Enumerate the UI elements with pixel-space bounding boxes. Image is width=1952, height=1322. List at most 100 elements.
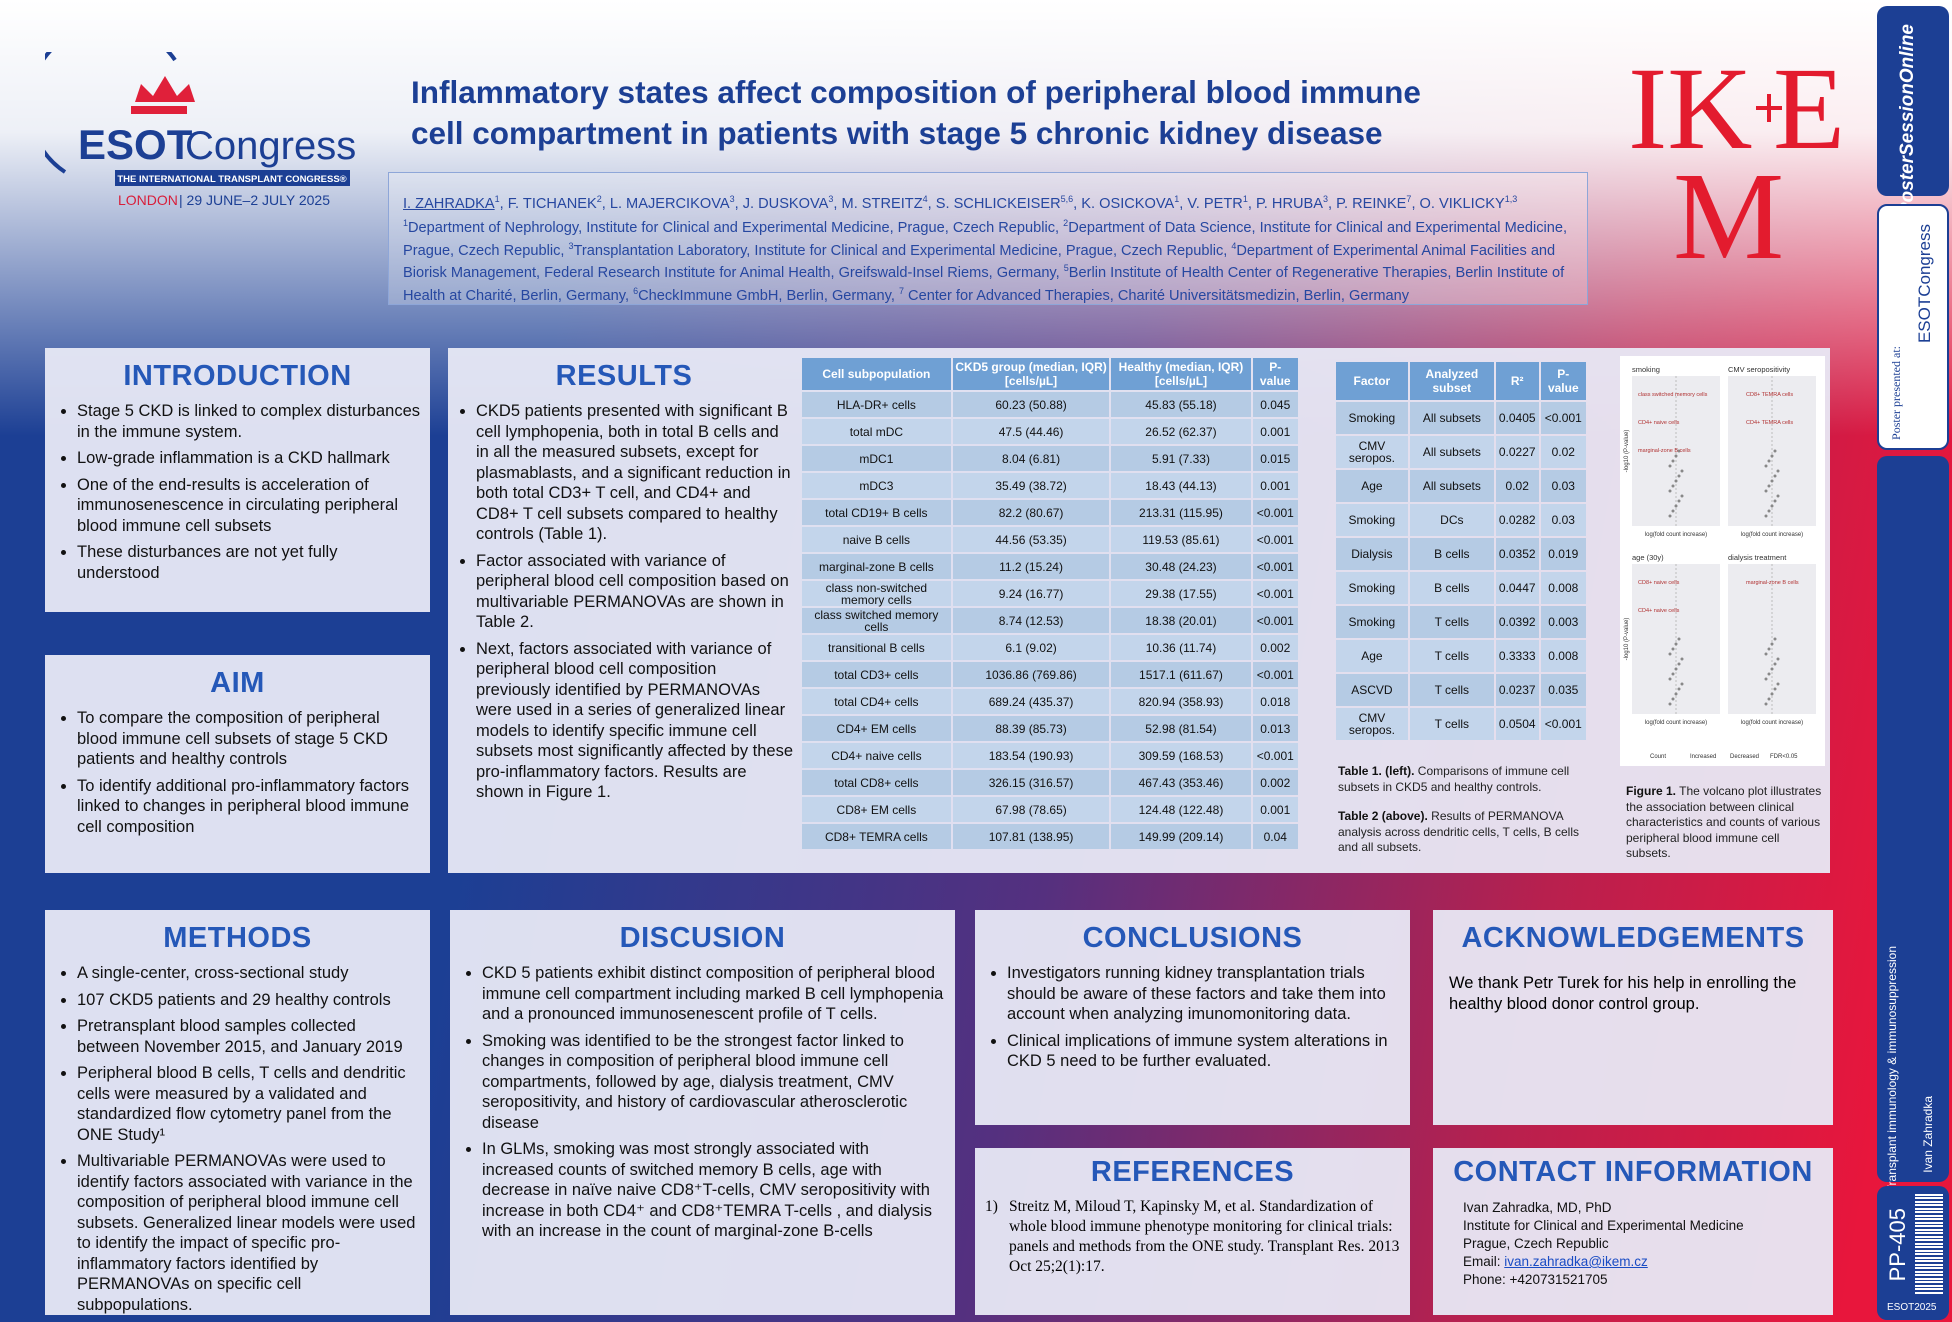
table-cell: 0.04 — [1252, 824, 1298, 849]
table-row: CMV seropos. All subsets 0.0227 0.02 — [1336, 436, 1586, 468]
ikem-ik: IK — [1628, 48, 1753, 174]
affiliation: Department of Nephrology, Institute for … — [408, 220, 1064, 237]
table-cell: total mDC — [802, 419, 951, 444]
table-cell: T cells — [1409, 606, 1494, 638]
sidebar-pso-text: PosterSessionOnline — [1897, 24, 1918, 216]
table-cell: 0.03 — [1540, 504, 1586, 536]
author: M. STREITZ4 — [842, 194, 936, 212]
table-cell: 44.56 (53.35) — [952, 527, 1110, 552]
table-cell: All subsets — [1409, 402, 1494, 434]
author-sup: 7 — [1406, 194, 1412, 204]
table-cell: <0.001 — [1252, 554, 1298, 579]
table-cell: 0.045 — [1252, 392, 1298, 417]
point — [1677, 474, 1681, 478]
point-label: CD8+ naive cells — [1638, 580, 1680, 586]
table-cell: <0.001 — [1252, 527, 1298, 552]
caption-label: Table 2 (above). — [1338, 809, 1428, 823]
table-cell: <0.001 — [1252, 581, 1298, 606]
table-cell: 10.36 (11.74) — [1111, 635, 1251, 660]
caption-label: Figure 1. — [1626, 784, 1677, 798]
sidebar-code: PP-405 ESOT2025 — [1877, 1186, 1949, 1320]
acknowledgements-text: We thank Petr Turek for his help in enro… — [1449, 974, 1797, 1013]
table-row: HLA-DR+ cells 60.23 (50.88) 45.83 (55.18) 0… — [802, 392, 1298, 417]
table-row: total mDC 47.5 (44.46) 26.52 (62.37) 0.001 — [802, 419, 1298, 444]
point — [1680, 494, 1684, 498]
author: J. DUSKOVA3 — [743, 194, 842, 212]
point — [1671, 484, 1675, 488]
point — [1770, 642, 1774, 646]
table-cell: 149.99 (209.14) — [1111, 824, 1251, 849]
table-cell: 18.38 (20.01) — [1111, 608, 1251, 633]
logo-city: LONDON — [118, 192, 178, 208]
table-row: CD4+ EM cells 88.39 (85.73) 52.98 (81.54) 0… — [802, 716, 1298, 741]
sidebar-topic-text: Transplant immunology & immunosuppressio… — [1885, 946, 1899, 1193]
point — [1668, 702, 1672, 706]
email-label: Email: — [1463, 1254, 1505, 1269]
table-cell: CD8+ EM cells — [802, 797, 951, 822]
table-cell: DCs — [1409, 504, 1494, 536]
author: V. PETR1 — [1187, 194, 1256, 212]
table-cell: T cells — [1409, 640, 1494, 672]
affiliations: 1Department of Nephrology, Institute for… — [403, 215, 1573, 305]
point — [1773, 662, 1777, 666]
ikem-logo: IK E M — [1628, 48, 1845, 263]
caption-label: Table 1. (left). — [1338, 764, 1415, 778]
affiliation-sup: 6 — [633, 285, 639, 296]
section-title: CONCLUSIONS — [1082, 922, 1303, 954]
table-cell: 0.0504 — [1495, 708, 1539, 740]
table-row: total CD8+ cells 326.15 (316.57) 467.43 (3… — [802, 770, 1298, 795]
point — [1674, 479, 1678, 483]
table-cell: 8.04 (6.81) — [952, 446, 1110, 471]
table-1: Cell subpopulation CKD5 group (median, IQ… — [800, 356, 1300, 851]
ikem-plus-v — [1767, 94, 1771, 122]
table-cell: 183.54 (190.93) — [952, 743, 1110, 768]
authors-box: I. ZAHRADKA1F. TICHANEK2L. MAJERCIKOVA3J… — [388, 172, 1588, 305]
bullet: To identify additional pro-inflammatory … — [77, 776, 420, 838]
table-cell: CD4+ naive cells — [802, 743, 951, 768]
affiliation-sup: 5 — [1063, 263, 1069, 274]
bullet: 107 CKD5 patients and 29 healthy control… — [77, 990, 420, 1011]
table-cell: 52.98 (81.54) — [1111, 716, 1251, 741]
point — [1674, 667, 1678, 671]
bullet-list: Investigators running kidney transplanta… — [985, 963, 1400, 1072]
table-row: CD4+ naive cells 183.54 (190.93) 309.59 (1… — [802, 743, 1298, 768]
table-row: CD8+ TEMRA cells 107.81 (138.95) 149.99 (2… — [802, 824, 1298, 849]
point — [1671, 672, 1675, 676]
bullet: Factor associated with variance of perip… — [476, 551, 794, 633]
point — [1668, 514, 1672, 518]
table-cell: 0.002 — [1252, 770, 1298, 795]
section-title: INTRODUCTION — [123, 360, 352, 392]
plot-area — [1632, 564, 1720, 714]
table-cell: 18.43 (44.13) — [1111, 473, 1251, 498]
author-name: I. ZAHRADKA — [403, 195, 495, 212]
bullet: Low-grade inflammation is a CKD hallmark — [77, 448, 420, 469]
contact-panel: CONTACT INFORMATION Ivan Zahradka, MD, P… — [1433, 1148, 1833, 1315]
point — [1764, 514, 1768, 518]
table-row: Smoking B cells 0.0447 0.008 — [1336, 572, 1586, 604]
point — [1677, 449, 1681, 453]
section-title: METHODS — [163, 922, 312, 954]
table-cell: mDC3 — [802, 473, 951, 498]
x-axis-label: log(fold count increase) — [1645, 532, 1707, 538]
table-cell: 0.0392 — [1495, 606, 1539, 638]
table-row: Age T cells 0.3333 0.008 — [1336, 640, 1586, 672]
email-link[interactable]: ivan.zahradka@ikem.cz — [1504, 1254, 1648, 1269]
table-cell: <0.001 — [1252, 662, 1298, 687]
sidebar-esot: ESOTCongress — [1915, 224, 1934, 344]
figure-caption: Figure 1. The volcano plot illustrates t… — [1626, 784, 1826, 862]
point — [1680, 469, 1684, 473]
bullet-list: CKD5 patients presented with significant… — [454, 401, 794, 803]
point-label: class switched memory cells — [1638, 392, 1708, 398]
logo-crown — [135, 76, 195, 102]
author-sup: 3 — [729, 194, 735, 204]
point — [1773, 687, 1777, 691]
bullet: A single-center, cross-sectional study — [77, 963, 420, 984]
table-cell: 0.013 — [1252, 716, 1298, 741]
bullet: Peripheral blood B cells, T cells and de… — [77, 1063, 420, 1145]
header-cell: Cell subpopulation — [802, 358, 951, 390]
point — [1767, 647, 1771, 651]
caption-text: Results of PERMANOVA analysis across den… — [1338, 809, 1579, 854]
point-label: marginal-zone B cells — [1746, 580, 1799, 586]
point — [1668, 489, 1672, 493]
point — [1770, 504, 1774, 508]
